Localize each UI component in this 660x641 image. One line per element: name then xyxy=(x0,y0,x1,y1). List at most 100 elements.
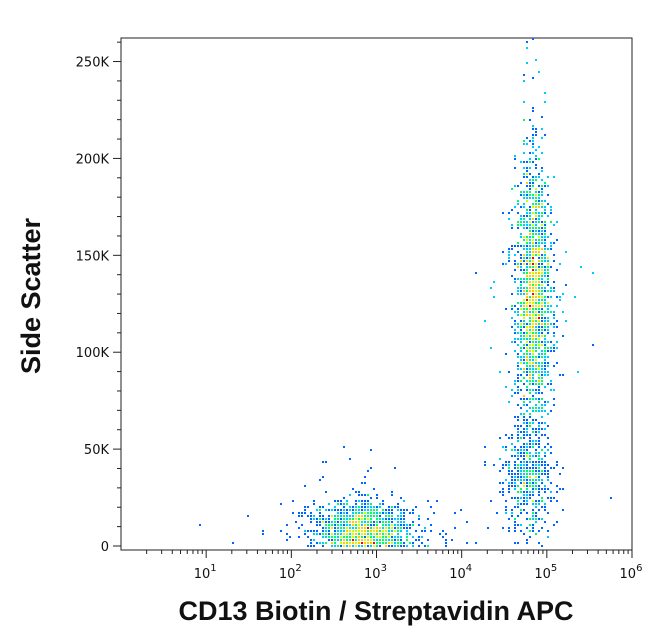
event-dot xyxy=(544,428,546,430)
event-dot xyxy=(529,140,531,142)
event-dot xyxy=(397,503,399,505)
event-dot xyxy=(535,350,537,352)
event-dot xyxy=(526,293,528,295)
event-dot xyxy=(529,212,531,214)
event-dot xyxy=(538,290,540,292)
event-dot xyxy=(541,374,543,376)
event-dot xyxy=(535,428,537,430)
event-dot xyxy=(538,491,540,493)
event-dot xyxy=(502,494,504,496)
event-dot xyxy=(427,500,429,502)
event-dot xyxy=(538,488,540,490)
event-dot xyxy=(529,368,531,370)
event-dot xyxy=(532,308,534,310)
event-dot xyxy=(535,329,537,331)
event-dot xyxy=(535,452,537,454)
event-dot xyxy=(556,521,558,523)
event-dot xyxy=(349,545,351,547)
event-dot xyxy=(319,509,321,511)
event-dot xyxy=(538,476,540,478)
event-dot xyxy=(556,485,558,487)
event-dot xyxy=(523,347,525,349)
event-dot xyxy=(526,239,528,241)
event-dot xyxy=(523,428,525,430)
event-dot xyxy=(424,527,426,529)
event-dot xyxy=(514,449,516,451)
event-dot xyxy=(541,329,543,331)
event-dot xyxy=(523,140,525,142)
event-dot xyxy=(532,311,534,313)
event-dot xyxy=(313,530,315,532)
event-dot xyxy=(535,335,537,337)
event-dot xyxy=(541,302,543,304)
event-dot xyxy=(514,329,516,331)
event-dot xyxy=(520,464,522,466)
event-dot xyxy=(319,515,321,517)
event-dot xyxy=(529,236,531,238)
event-dot xyxy=(529,437,531,439)
event-dot xyxy=(439,533,441,535)
event-dot xyxy=(538,257,540,259)
event-dot xyxy=(544,260,546,262)
event-dot xyxy=(385,509,387,511)
event-dot xyxy=(541,269,543,271)
event-dot xyxy=(532,359,534,361)
event-dot xyxy=(538,185,540,187)
event-dot xyxy=(538,347,540,349)
event-dot xyxy=(529,194,531,196)
event-dot xyxy=(388,539,390,541)
event-dot xyxy=(322,545,324,547)
event-dot xyxy=(328,521,330,523)
event-dot xyxy=(520,452,522,454)
event-dot xyxy=(361,509,363,511)
event-dot xyxy=(337,527,339,529)
event-dot xyxy=(532,224,534,226)
event-dot xyxy=(541,518,543,520)
event-dot xyxy=(541,464,543,466)
event-dot xyxy=(541,422,543,424)
event-dot xyxy=(535,341,537,343)
event-dot xyxy=(511,245,513,247)
event-dot xyxy=(523,119,525,121)
event-dot xyxy=(529,218,531,220)
event-dot xyxy=(343,533,345,535)
event-dot xyxy=(529,209,531,211)
event-dot xyxy=(532,260,534,262)
event-dot xyxy=(517,515,519,517)
event-dot xyxy=(553,224,555,226)
event-dot xyxy=(523,452,525,454)
event-dot xyxy=(313,518,315,520)
event-dot xyxy=(526,461,528,463)
event-dot xyxy=(550,350,552,352)
event-dot xyxy=(394,536,396,538)
event-dot xyxy=(517,356,519,358)
event-dot xyxy=(532,371,534,373)
event-dot xyxy=(319,521,321,523)
event-dot xyxy=(370,497,372,499)
event-dot xyxy=(517,485,519,487)
event-dot xyxy=(517,467,519,469)
event-dot xyxy=(517,263,519,265)
event-dot xyxy=(520,254,522,256)
event-dot xyxy=(517,338,519,340)
event-dot xyxy=(517,368,519,370)
event-dot xyxy=(556,347,558,349)
event-dot xyxy=(532,515,534,517)
event-dot xyxy=(529,275,531,277)
event-dot xyxy=(385,539,387,541)
event-dot xyxy=(358,545,360,547)
event-dot xyxy=(538,176,540,178)
event-dot xyxy=(337,512,339,514)
event-dot xyxy=(541,191,543,193)
event-dot xyxy=(529,197,531,199)
event-dot xyxy=(508,473,510,475)
event-dot xyxy=(526,464,528,466)
event-dot xyxy=(535,230,537,232)
event-dot xyxy=(532,221,534,223)
event-dot xyxy=(517,374,519,376)
event-dot xyxy=(532,329,534,331)
event-dot xyxy=(544,464,546,466)
event-dot xyxy=(514,185,516,187)
event-dot xyxy=(532,251,534,253)
event-dot xyxy=(376,521,378,523)
